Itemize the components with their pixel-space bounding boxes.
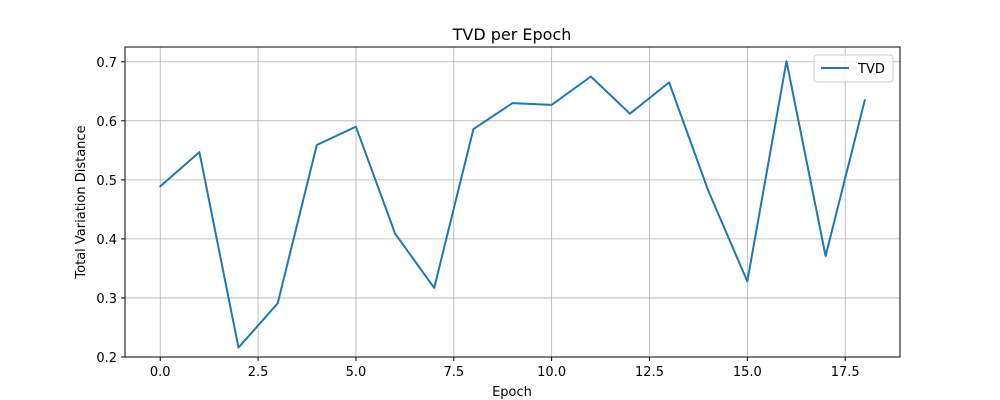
x-tick-label: 17.5 bbox=[831, 365, 860, 380]
x-tick-label: 10.0 bbox=[537, 365, 566, 380]
x-tick-label: 12.5 bbox=[635, 365, 664, 380]
x-tick-label: 0.0 bbox=[150, 365, 171, 380]
y-tick-label: 0.4 bbox=[96, 233, 117, 248]
axis-ticks: 0.0 2.5 5.0 7.5 10.0 12.5 15.0 17.5 0.2 0.3 0.4 0.5… bbox=[96, 56, 859, 380]
legend-box bbox=[813, 54, 894, 83]
chart-title: TVD per Epoch bbox=[452, 25, 572, 44]
series-line-tvd bbox=[159, 60, 866, 349]
y-tick-label: 0.6 bbox=[96, 115, 117, 130]
x-tick-label: 15.0 bbox=[733, 365, 762, 380]
legend: TVD bbox=[813, 54, 894, 83]
x-axis-label: Epoch bbox=[492, 385, 532, 400]
plot-area-frame bbox=[124, 46, 901, 358]
y-tick-label: 0.3 bbox=[96, 292, 117, 307]
series-layer bbox=[159, 60, 866, 349]
y-tick-label: 0.7 bbox=[96, 56, 117, 71]
y-tick-label: 0.5 bbox=[96, 174, 117, 189]
y-tick-label: 0.2 bbox=[96, 351, 117, 366]
y-axis-label: Total Variation Distance bbox=[74, 125, 89, 279]
grid bbox=[125, 47, 900, 358]
x-tick-label: 7.5 bbox=[443, 365, 464, 380]
x-tick-label: 2.5 bbox=[248, 365, 269, 380]
x-tick-label: 5.0 bbox=[346, 365, 367, 380]
legend-entry-tvd: TVD bbox=[857, 62, 885, 77]
